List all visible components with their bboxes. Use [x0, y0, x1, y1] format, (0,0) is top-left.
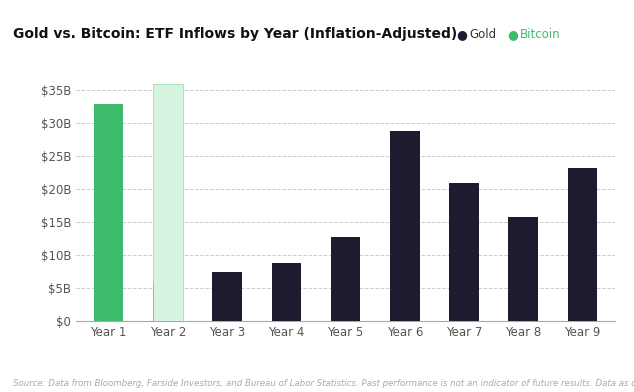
Bar [449, 183, 479, 321]
Bar [153, 283, 183, 321]
Bar [390, 131, 420, 321]
Bar [153, 84, 183, 321]
Bar [271, 263, 301, 321]
Bar [94, 103, 124, 321]
Bar [331, 237, 360, 321]
Bar [567, 168, 597, 321]
Bar [94, 301, 124, 321]
Bar [508, 217, 538, 321]
Text: Bitcoin: Bitcoin [520, 28, 560, 41]
Bar [212, 272, 242, 321]
Text: ●: ● [456, 28, 467, 41]
Text: Source: Data from Bloomberg, Farside Investors, and Bureau of Labor Statistics. : Source: Data from Bloomberg, Farside Inv… [13, 379, 634, 388]
Text: Gold: Gold [469, 28, 496, 41]
Text: Gold vs. Bitcoin: ETF Inflows by Year (Inflation-Adjusted): Gold vs. Bitcoin: ETF Inflows by Year (I… [13, 27, 457, 41]
Text: ●: ● [507, 28, 518, 41]
